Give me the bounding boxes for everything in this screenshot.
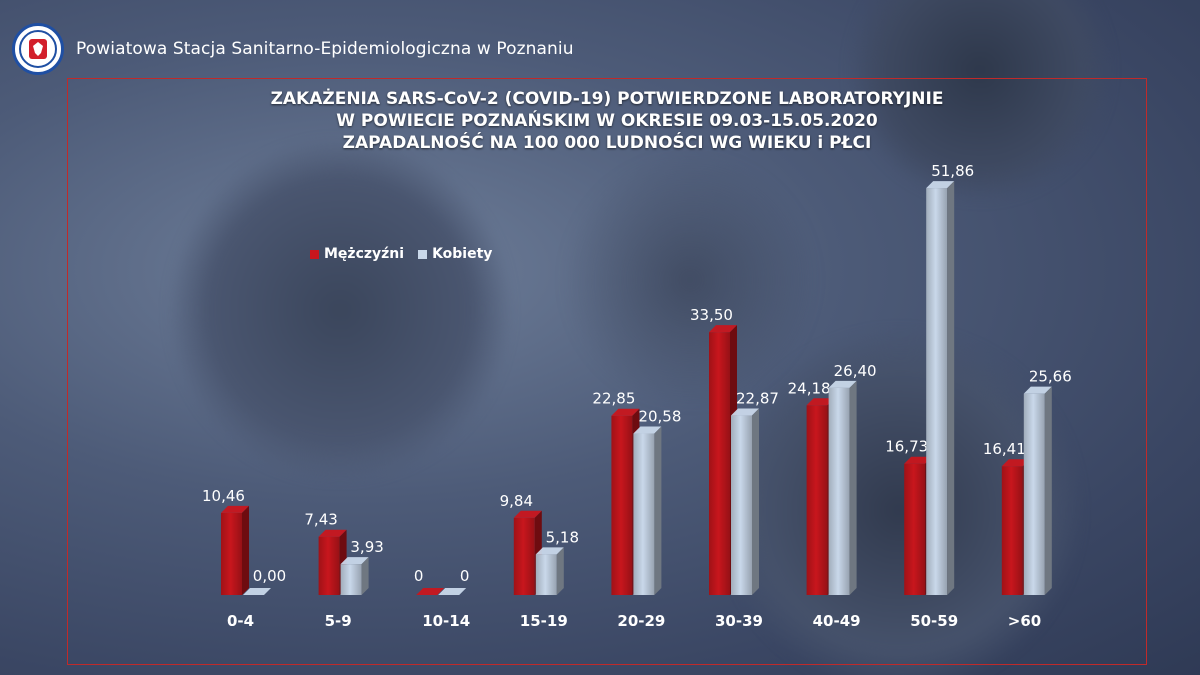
bar-women bbox=[1023, 386, 1052, 595]
header: Powiatowa Stacja Sanitarno-Epidemiologic… bbox=[12, 23, 574, 75]
data-label: 20,58 bbox=[638, 408, 681, 426]
bar-women bbox=[535, 547, 564, 595]
chart-frame bbox=[67, 78, 1147, 665]
data-label: 51,86 bbox=[931, 162, 974, 180]
data-label: 26,40 bbox=[834, 362, 877, 380]
chart-title-line: ZAPADALNOŚĆ NA 100 000 LUDNOŚCI WG WIEKU… bbox=[342, 133, 872, 153]
data-label: 33,50 bbox=[690, 306, 733, 324]
data-label: 0 bbox=[460, 567, 470, 585]
legend-label-men: Mężczyźni bbox=[324, 246, 405, 262]
chart-title-line: W POWIECIE POZNAŃSKIM W OKRESIE 09.03-15… bbox=[336, 111, 878, 131]
x-tick-label: 10-14 bbox=[422, 612, 470, 630]
data-label: 22,85 bbox=[592, 390, 635, 408]
bar-women bbox=[243, 588, 271, 595]
x-tick-label: 20-29 bbox=[617, 612, 665, 630]
bar-women bbox=[828, 380, 857, 595]
legend-item-men: Mężczyźni bbox=[310, 246, 404, 262]
bar-women bbox=[633, 426, 662, 595]
chart-legend: Mężczyźni Kobiety bbox=[310, 246, 492, 262]
x-tick-label: 0-4 bbox=[227, 612, 254, 630]
x-tick-label: 15-19 bbox=[520, 612, 568, 630]
data-label: 10,46 bbox=[202, 487, 245, 505]
data-label: 24,18 bbox=[788, 379, 831, 397]
data-label: 3,93 bbox=[350, 538, 383, 556]
data-label: 22,87 bbox=[736, 390, 779, 408]
data-label: 16,73 bbox=[885, 438, 928, 456]
data-label: 9,84 bbox=[500, 492, 533, 510]
header-title: Powiatowa Stacja Sanitarno-Epidemiologic… bbox=[76, 39, 574, 59]
data-label: 25,66 bbox=[1029, 368, 1072, 386]
data-label: 0,00 bbox=[253, 567, 286, 585]
sanepid-logo-icon bbox=[12, 23, 64, 75]
x-tick-label: 5-9 bbox=[325, 612, 352, 630]
bar-women bbox=[731, 408, 759, 595]
x-tick-label: 40-49 bbox=[813, 612, 861, 630]
data-label: 0 bbox=[414, 567, 424, 585]
legend-label-women: Kobiety bbox=[432, 246, 493, 262]
chart-title-line: ZAKAŻENIA SARS-CoV-2 (COVID-19) POTWIERD… bbox=[270, 89, 944, 109]
data-label: 16,41 bbox=[983, 440, 1026, 458]
bar-men bbox=[221, 505, 249, 595]
legend-item-women: Kobiety bbox=[418, 246, 492, 262]
x-tick-label: 30-39 bbox=[715, 612, 763, 630]
data-label: 5,18 bbox=[546, 528, 579, 546]
bar-women bbox=[438, 588, 467, 595]
chart-title: ZAKAŻENIA SARS-CoV-2 (COVID-19) POTWIERD… bbox=[67, 88, 1147, 154]
bar-men bbox=[416, 588, 445, 595]
x-tick-label: >60 bbox=[1008, 612, 1041, 630]
legend-swatch-women bbox=[418, 249, 428, 259]
legend-swatch-men bbox=[310, 249, 319, 259]
x-tick-label: 50-59 bbox=[910, 612, 958, 630]
bar-women bbox=[926, 181, 955, 596]
bar-women bbox=[340, 557, 369, 595]
data-label: 7,43 bbox=[304, 511, 337, 529]
